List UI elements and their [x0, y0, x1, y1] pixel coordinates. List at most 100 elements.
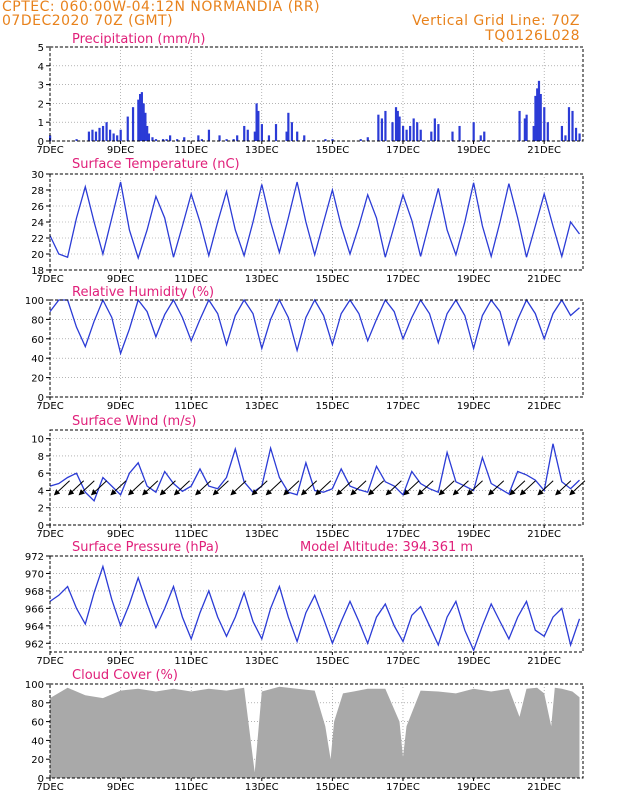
precip-bar	[101, 125, 105, 141]
cloud-xtick-label: 19DEC	[457, 782, 491, 793]
wind-arrow	[90, 480, 107, 496]
wind-ytick-label: 8	[38, 452, 44, 463]
precip-bar	[140, 92, 143, 141]
cloud-ytick-label: 20	[31, 755, 44, 766]
cloud-xtick-label: 21DEC	[527, 782, 561, 793]
pres-xtick-label: 7DEC	[36, 656, 63, 667]
wind-arrow	[251, 480, 268, 496]
wind-arrow	[569, 480, 586, 496]
precip-bar	[255, 103, 258, 141]
rh-xtick-label: 9DEC	[107, 401, 134, 412]
pres-xtick-label: 13DEC	[245, 656, 279, 667]
rh-xtick-label: 19DEC	[457, 401, 491, 412]
wind-arrow	[265, 480, 282, 496]
pres-subtitle: Model Altitude: 394.361 m	[300, 540, 473, 555]
precip-bar	[405, 129, 408, 141]
precip-bar	[539, 94, 542, 141]
wind-arrow	[350, 480, 367, 496]
precip-bar	[91, 129, 94, 141]
wind-xtick-label: 9DEC	[107, 529, 134, 540]
precip-bar	[560, 125, 564, 141]
wind-arrow	[452, 480, 469, 496]
rh-ytick-label: 80	[31, 315, 44, 326]
precip-bar	[571, 110, 574, 141]
pres-ytick-label: 964	[25, 622, 44, 633]
precip-bar	[218, 135, 221, 141]
cloud-ytick-label: 0	[38, 774, 44, 785]
wind-arrow	[173, 480, 190, 496]
wind-xtick-label: 11DEC	[174, 529, 208, 540]
wind-arrow	[230, 480, 247, 496]
wind-arrow	[127, 480, 145, 496]
precip-bar	[131, 107, 135, 141]
rh-ytick-label: 20	[31, 374, 44, 385]
precip-bar	[246, 129, 249, 141]
temp-panel	[46, 173, 584, 273]
temp-ytick-label: 30	[31, 170, 44, 181]
rh-panel	[46, 298, 584, 400]
precip-bar	[546, 122, 549, 141]
rh-ytick-label: 0	[38, 393, 44, 404]
precip-bar	[267, 135, 271, 141]
precip-bar	[94, 131, 98, 141]
precip-bar	[225, 139, 228, 141]
rh-ytick-label: 40	[31, 354, 44, 365]
precip-bar	[126, 116, 129, 141]
cloud-ytick-label: 40	[31, 736, 44, 747]
precip-bar	[394, 107, 398, 141]
wind-arrow	[195, 480, 212, 496]
wind-arrow	[509, 480, 526, 496]
precip-bar	[296, 131, 299, 141]
cloud-area	[50, 686, 580, 778]
precip-bar	[285, 131, 288, 141]
precip-bar	[253, 131, 256, 141]
precip-bar	[433, 118, 436, 141]
precip-bar	[151, 137, 154, 141]
precip-bar	[401, 125, 405, 141]
cloud-xtick-label: 13DEC	[245, 782, 279, 793]
precip-bar	[176, 139, 179, 141]
precip-xtick-label: 11DEC	[174, 145, 208, 156]
precip-bar	[398, 116, 401, 141]
precip-bar	[109, 129, 112, 141]
pres-ytick-label: 962	[25, 639, 44, 650]
precip-bar	[396, 110, 399, 141]
precip-bar	[146, 125, 149, 141]
precip-bar	[142, 103, 145, 141]
rh-xtick-label: 15DEC	[316, 401, 350, 412]
temp-ytick-label: 20	[31, 250, 44, 261]
wind-xtick-label: 19DEC	[457, 529, 491, 540]
pres-frame	[49, 555, 584, 653]
wind-xtick-label: 7DEC	[36, 529, 63, 540]
wind-ytick-label: 4	[38, 486, 44, 497]
wind-arrow	[212, 480, 229, 496]
precip-bar	[200, 139, 203, 141]
wind-arrow	[336, 480, 353, 496]
wind-ytick-label: 10	[31, 435, 44, 446]
temp-ytick-label: 24	[31, 218, 44, 229]
precip-bar	[197, 135, 200, 141]
precip-bar	[161, 139, 165, 141]
wind-arrow	[78, 480, 95, 496]
precip-xtick-label: 21DEC	[527, 145, 561, 156]
temp-xtick-label: 17DEC	[386, 274, 420, 285]
wind-ytick-label: 6	[38, 469, 44, 480]
precip-ytick-label: 1	[38, 118, 44, 129]
precip-bar	[472, 122, 475, 141]
precip-bar	[525, 114, 528, 141]
precip-bar	[479, 135, 482, 141]
precip-bar	[137, 99, 140, 141]
precip-bar	[207, 129, 211, 141]
precip-xtick-label: 7DEC	[36, 145, 63, 156]
precip-bar	[377, 114, 380, 141]
precip-bar	[324, 139, 327, 141]
pres-xtick-label: 17DEC	[386, 656, 420, 667]
temp-ytick-label: 28	[31, 186, 44, 197]
cloud-xtick-label: 11DEC	[174, 782, 208, 793]
pres-xtick-label: 9DEC	[107, 656, 134, 667]
precip-ytick-label: 3	[38, 81, 44, 92]
precip-bar	[532, 125, 535, 141]
precip-xtick-label: 9DEC	[107, 145, 134, 156]
precip-bar	[287, 112, 290, 141]
rh-xtick-label: 7DEC	[36, 401, 63, 412]
